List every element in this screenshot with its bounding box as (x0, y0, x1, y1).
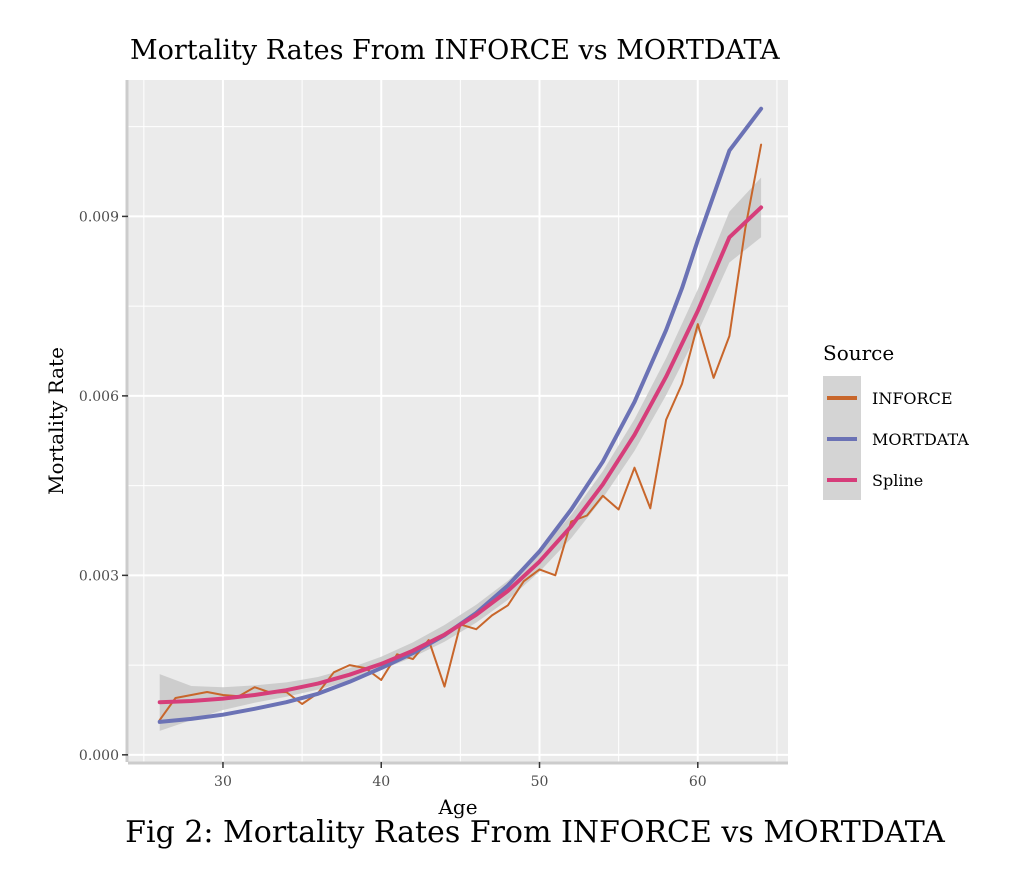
series-line-spline (157, 205, 764, 705)
spline-band-area (159, 177, 762, 731)
y-tick-label: 0.003 (79, 568, 119, 584)
legend-label-spline: Spline (872, 471, 923, 490)
spline-confidence-band (159, 177, 762, 731)
x-tick-label: 40 (372, 774, 390, 790)
axes: 30 40 50 60 0.000 0.003 0.006 0.009 (79, 80, 788, 790)
legend-title: Source (823, 341, 894, 365)
x-tick-label: 50 (531, 774, 549, 790)
plot-panel (128, 80, 788, 762)
y-tick-label: 0.000 (79, 748, 119, 764)
y-tick-label: 0.009 (79, 209, 119, 225)
y-tick-label: 0.006 (79, 389, 119, 405)
legend-label-inforce: INFORCE (872, 389, 953, 408)
legend-items: INFORCE MORTDATA Spline (827, 389, 969, 490)
grid-lines (128, 80, 788, 762)
series-lines (157, 106, 764, 724)
x-tick-label: 60 (689, 774, 707, 790)
legend: Source INFORCE MORTDATA Spline (823, 341, 969, 500)
figure-caption: Fig 2: Mortality Rates From INFORCE vs M… (125, 815, 945, 850)
legend-label-mortdata: MORTDATA (872, 430, 969, 449)
chart-title: Mortality Rates From INFORCE vs MORTDATA (130, 35, 780, 66)
x-tick-label: 30 (214, 774, 232, 790)
x-axis-title: Age (437, 795, 477, 819)
y-axis-title: Mortality Rate (44, 347, 68, 495)
